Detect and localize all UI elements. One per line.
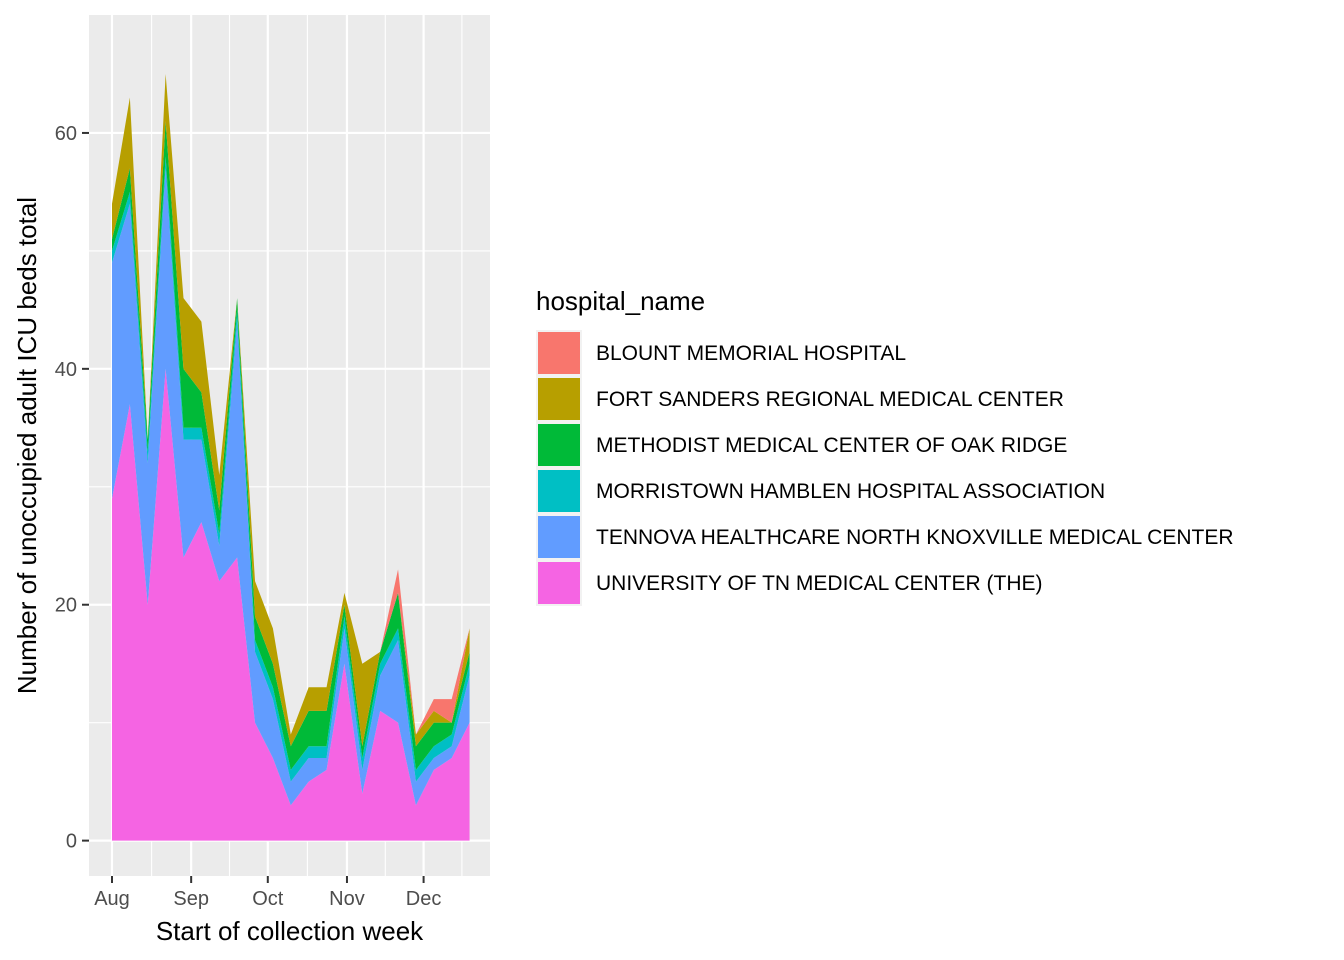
y-tick-label: 60 xyxy=(55,123,77,145)
legend-swatch-blount-memorial-hospital xyxy=(538,332,580,374)
x-axis-title: Start of collection week xyxy=(156,916,424,946)
x-axis: Aug Sep Oct Nov Dec xyxy=(94,876,441,910)
legend-label-morristown-hamblen-hospital-association: MORRISTOWN HAMBLEN HOSPITAL ASSOCIATION xyxy=(596,480,1105,503)
x-tick-label: Dec xyxy=(406,888,442,910)
legend-label-university-of-tn-medical-center-the: UNIVERSITY OF TN MEDICAL CENTER (THE) xyxy=(596,572,1043,595)
y-tick-label: 40 xyxy=(55,359,77,381)
legend-label-blount-memorial-hospital: BLOUNT MEMORIAL HOSPITAL xyxy=(596,342,906,365)
legend-swatch-university-of-tn-medical-center-the xyxy=(538,562,580,604)
y-axis-title: Number of unoccupied adult ICU beds tota… xyxy=(12,197,42,694)
x-tick-label: Nov xyxy=(329,888,365,910)
area-series xyxy=(111,73,470,841)
legend-swatch-tennova-healthcare-north-knoxville-medical-center xyxy=(538,516,580,558)
x-tick-label: Oct xyxy=(252,888,284,910)
legend-label-tennova-healthcare-north-knoxville-medical-center: TENNOVA HEALTHCARE NORTH KNOXVILLE MEDIC… xyxy=(596,526,1234,549)
x-tick-label: Sep xyxy=(173,888,209,910)
y-tick-label: 0 xyxy=(66,831,77,853)
area-tennova-healthcare-north-knoxville-medical-center xyxy=(111,168,470,806)
legend-label-fort-sanders-regional-medical-center: FORT SANDERS REGIONAL MEDICAL CENTER xyxy=(596,388,1064,411)
x-tick-label: Aug xyxy=(94,888,130,910)
legend-swatch-morristown-hamblen-hospital-association xyxy=(538,470,580,512)
area-university-of-tn-medical-center-the xyxy=(111,368,470,841)
legend-label-methodist-medical-center-of-oak-ridge: METHODIST MEDICAL CENTER OF OAK RIDGE xyxy=(596,434,1067,457)
y-axis: 0 20 40 60 xyxy=(55,123,89,853)
legend: hospital_name BLOUNT MEMORIAL HOSPITAL FO… xyxy=(536,286,1234,606)
y-tick-label: 20 xyxy=(55,595,77,617)
legend-swatch-methodist-medical-center-of-oak-ridge xyxy=(538,424,580,466)
legend-title: hospital_name xyxy=(536,286,705,316)
legend-swatch-fort-sanders-regional-medical-center xyxy=(538,378,580,420)
